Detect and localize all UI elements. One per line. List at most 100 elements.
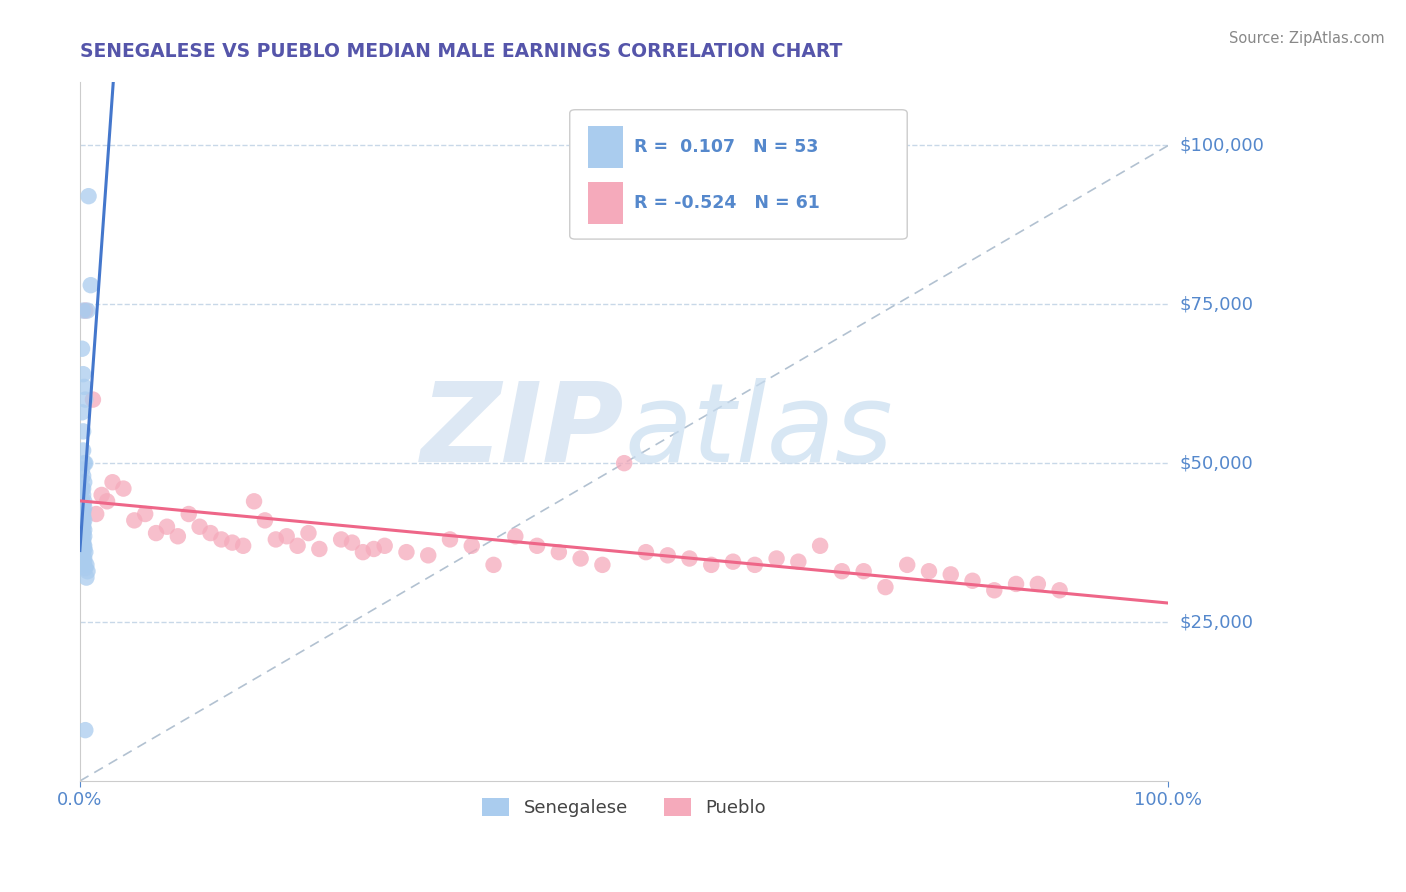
Point [84,507,107,521]
Point [72,549,94,563]
Point [243,494,266,508]
Point [700,558,723,572]
Point [75,561,97,575]
Point [70,342,93,356]
Point [1026,577,1049,591]
Point [70,462,93,476]
Text: SENEGALESE VS PUEBLO MEDIAN MALE EARNINGS CORRELATION CHART: SENEGALESE VS PUEBLO MEDIAN MALE EARNING… [80,42,842,61]
Point [73,555,96,569]
FancyBboxPatch shape [588,182,623,224]
Point [831,564,853,578]
FancyBboxPatch shape [588,126,623,168]
Point [73,475,96,490]
Point [808,539,831,553]
Point [72,510,94,524]
Point [482,558,505,572]
Point [72,535,94,549]
Point [72,367,94,381]
Point [72,468,94,483]
Point [76,564,98,578]
Point [72,443,94,458]
Point [962,574,984,588]
Point [896,558,918,572]
Point [73,529,96,543]
Point [75,303,97,318]
Point [232,539,254,553]
Point [80,278,103,293]
Point [72,520,94,534]
Point [72,507,94,521]
Text: R =  0.107   N = 53: R = 0.107 N = 53 [634,137,818,156]
Point [82,392,104,407]
Point [634,545,657,559]
Point [72,526,94,541]
Point [156,520,179,534]
Point [287,539,309,553]
Point [72,533,94,547]
Point [76,303,98,318]
Point [678,551,700,566]
Point [276,529,298,543]
Point [73,541,96,556]
Point [363,541,385,556]
Point [72,482,94,496]
Point [72,516,94,531]
Point [72,425,94,439]
Point [200,526,222,541]
Point [70,494,93,508]
Point [744,558,766,572]
Text: $75,000: $75,000 [1180,295,1254,313]
FancyBboxPatch shape [569,110,907,239]
Text: R = -0.524   N = 61: R = -0.524 N = 61 [634,194,820,211]
Point [875,580,897,594]
Point [418,549,440,563]
Point [72,504,94,518]
Point [96,494,118,508]
Point [395,545,418,559]
Point [72,551,94,566]
Point [70,405,93,419]
Point [112,482,135,496]
Point [526,539,548,553]
Point [145,526,167,541]
Point [177,507,200,521]
Point [75,723,97,738]
Point [70,520,93,534]
Point [73,380,96,394]
Point [918,564,941,578]
Legend: Senegalese, Pueblo: Senegalese, Pueblo [475,790,773,824]
Point [308,541,330,556]
Point [1005,577,1028,591]
Point [721,555,744,569]
Point [70,526,93,541]
Point [1049,583,1071,598]
Point [134,507,156,521]
Point [70,507,93,521]
Point [73,494,96,508]
Point [297,526,319,541]
Point [264,533,287,547]
Point [439,533,461,547]
Point [70,513,93,527]
Point [73,513,96,527]
Point [591,558,613,572]
Point [70,482,93,496]
Point [547,545,569,559]
Point [90,488,112,502]
Point [188,520,211,534]
Point [73,523,96,537]
Point [75,456,97,470]
Point [124,513,146,527]
Point [253,513,276,527]
Point [70,535,93,549]
Text: Source: ZipAtlas.com: Source: ZipAtlas.com [1229,31,1385,46]
Point [73,551,96,566]
Point [75,558,97,572]
Point [75,545,97,559]
Point [72,545,94,559]
Point [72,488,94,502]
Point [352,545,374,559]
Point [983,583,1005,598]
Text: $25,000: $25,000 [1180,613,1254,631]
Point [613,456,636,470]
